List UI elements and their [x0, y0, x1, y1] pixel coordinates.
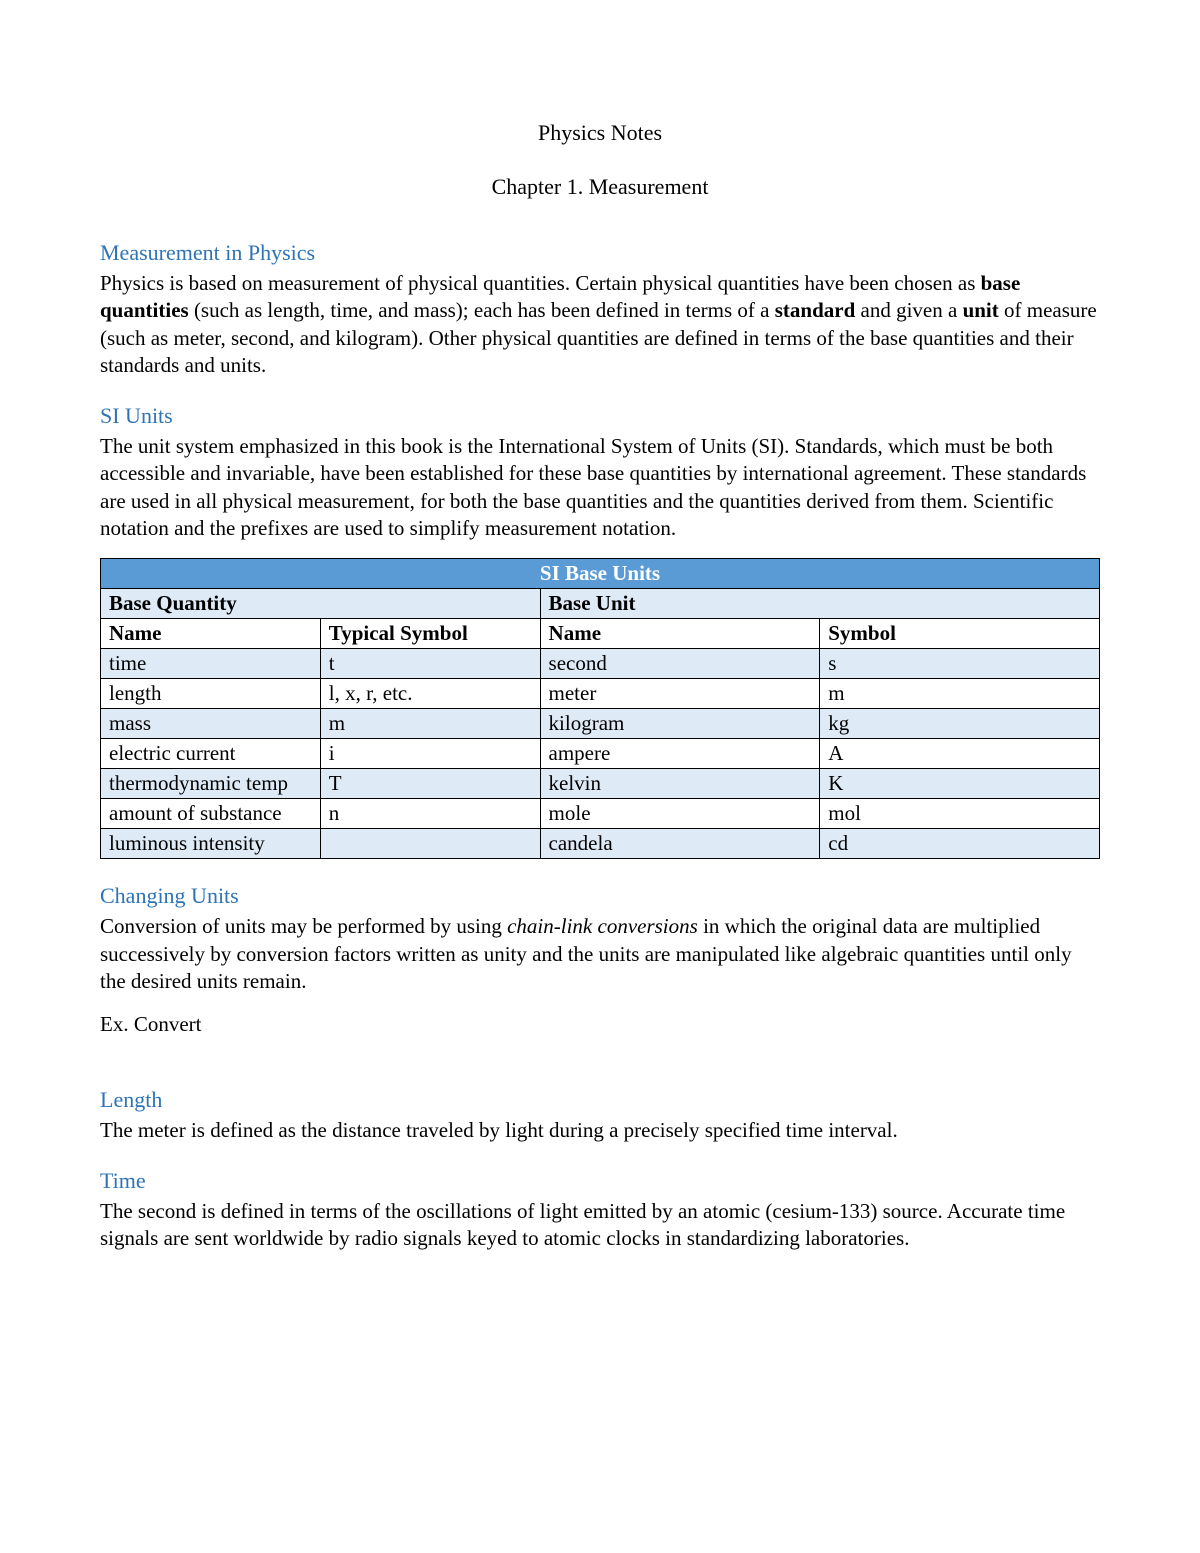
cell — [320, 829, 540, 859]
table-column-row: Name Typical Symbol Name Symbol — [101, 619, 1100, 649]
col-unit-symbol: Symbol — [820, 619, 1100, 649]
para-example-convert: Ex. Convert — [100, 1011, 1100, 1038]
table-row: luminous intensity candela cd — [101, 829, 1100, 859]
cell: m — [320, 709, 540, 739]
si-base-units-table: SI Base Units Base Quantity Base Unit Na… — [100, 558, 1100, 859]
group-base-unit: Base Unit — [540, 589, 1099, 619]
cell: t — [320, 649, 540, 679]
heading-measurement: Measurement in Physics — [100, 240, 1100, 266]
italic-chain-link: chain-link conversions — [507, 914, 698, 938]
heading-changing-units: Changing Units — [100, 883, 1100, 909]
cell: m — [820, 679, 1100, 709]
cell: s — [820, 649, 1100, 679]
cell: kelvin — [540, 769, 820, 799]
cell: thermodynamic temp — [101, 769, 321, 799]
cell: cd — [820, 829, 1100, 859]
cell: length — [101, 679, 321, 709]
document-page: Physics Notes Chapter 1. Measurement Mea… — [0, 0, 1200, 1348]
para-si-units: The unit system emphasized in this book … — [100, 433, 1100, 542]
cell: mass — [101, 709, 321, 739]
cell: amount of substance — [101, 799, 321, 829]
cell: n — [320, 799, 540, 829]
table-row: length l, x, r, etc. meter m — [101, 679, 1100, 709]
col-quantity-name: Name — [101, 619, 321, 649]
cell: A — [820, 739, 1100, 769]
document-title: Physics Notes — [100, 120, 1100, 146]
text: Conversion of units may be performed by … — [100, 914, 507, 938]
cell: ampere — [540, 739, 820, 769]
cell: meter — [540, 679, 820, 709]
cell: mol — [820, 799, 1100, 829]
cell: electric current — [101, 739, 321, 769]
table-caption: SI Base Units — [101, 559, 1100, 589]
text: (such as length, time, and mass); each h… — [189, 298, 775, 322]
cell: kg — [820, 709, 1100, 739]
cell: l, x, r, etc. — [320, 679, 540, 709]
table-row: mass m kilogram kg — [101, 709, 1100, 739]
table-group-row: Base Quantity Base Unit — [101, 589, 1100, 619]
cell: second — [540, 649, 820, 679]
bold-standard: standard — [775, 298, 856, 322]
document-subtitle: Chapter 1. Measurement — [100, 174, 1100, 200]
table-caption-row: SI Base Units — [101, 559, 1100, 589]
text: and given a — [855, 298, 962, 322]
heading-si-units: SI Units — [100, 403, 1100, 429]
col-typical-symbol: Typical Symbol — [320, 619, 540, 649]
table-row: thermodynamic temp T kelvin K — [101, 769, 1100, 799]
cell: K — [820, 769, 1100, 799]
group-base-quantity: Base Quantity — [101, 589, 541, 619]
cell: i — [320, 739, 540, 769]
cell: time — [101, 649, 321, 679]
cell: mole — [540, 799, 820, 829]
cell: kilogram — [540, 709, 820, 739]
table-row: electric current i ampere A — [101, 739, 1100, 769]
col-unit-name: Name — [540, 619, 820, 649]
cell: candela — [540, 829, 820, 859]
heading-time: Time — [100, 1168, 1100, 1194]
table-row: time t second s — [101, 649, 1100, 679]
para-length: The meter is defined as the distance tra… — [100, 1117, 1100, 1144]
bold-unit: unit — [963, 298, 999, 322]
heading-length: Length — [100, 1087, 1100, 1113]
para-measurement: Physics is based on measurement of physi… — [100, 270, 1100, 379]
cell: T — [320, 769, 540, 799]
cell: luminous intensity — [101, 829, 321, 859]
para-time: The second is defined in terms of the os… — [100, 1198, 1100, 1253]
text: Physics is based on measurement of physi… — [100, 271, 981, 295]
table-row: amount of substance n mole mol — [101, 799, 1100, 829]
para-changing-units: Conversion of units may be performed by … — [100, 913, 1100, 995]
